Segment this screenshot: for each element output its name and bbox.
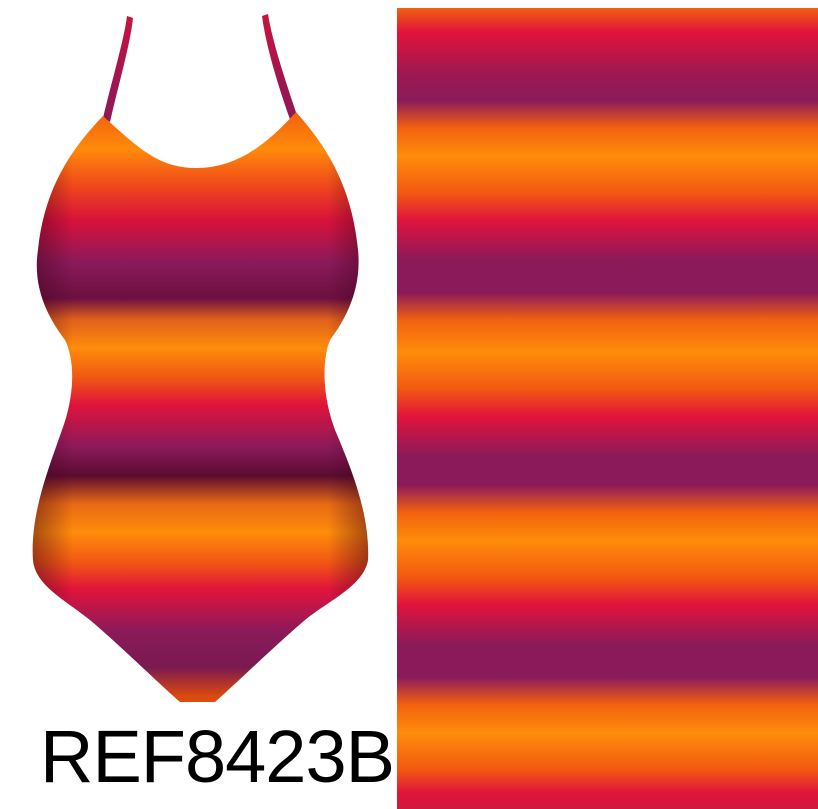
- fabric-swatch: [397, 8, 818, 809]
- left-strap: [103, 16, 133, 122]
- right-strap: [262, 14, 298, 122]
- swimsuit-illustration: [32, 14, 369, 702]
- product-reference-code: REF8423B: [40, 715, 395, 798]
